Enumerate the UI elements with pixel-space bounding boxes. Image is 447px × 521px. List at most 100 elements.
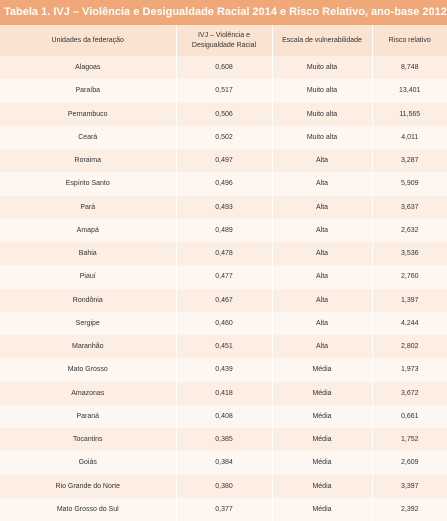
cell-vulnerability: Muito alta — [272, 125, 373, 149]
cell-relative-risk: 1,752 — [372, 428, 447, 452]
cell-ivj: 0,467 — [176, 288, 273, 312]
table-row: Mato Grosso do Sul 0,377 Média 2,392 — [0, 497, 447, 521]
cell-relative-risk: 2,802 — [372, 335, 447, 359]
cell-ivj: 0,506 — [176, 102, 273, 126]
cell-ivj: 0,460 — [176, 311, 273, 335]
cell-vulnerability: Média — [272, 428, 373, 452]
cell-ivj: 0,489 — [176, 218, 273, 242]
cell-ivj: 0,502 — [176, 125, 273, 149]
cell-relative-risk: 2,609 — [372, 451, 447, 475]
cell-state: Rio Grande do Norte — [0, 474, 177, 498]
table-row: Rio Grande do Norte 0,380 Média 3,397 — [0, 474, 447, 498]
cell-vulnerability: Média — [272, 497, 373, 521]
table-header: Unidades da federação IVJ – Violência e … — [0, 25, 447, 56]
header-state: Unidades da federação — [0, 25, 177, 56]
table-row: Amazonas 0,418 Média 3,672 — [0, 381, 447, 405]
cell-ivj: 0,439 — [176, 358, 273, 382]
cell-ivj: 0,384 — [176, 451, 273, 475]
cell-ivj: 0,408 — [176, 404, 273, 428]
cell-vulnerability: Alta — [272, 195, 373, 219]
cell-state: Ceará — [0, 125, 177, 149]
table-row: Maranhão 0,451 Alta 2,802 — [0, 335, 447, 359]
header-ivj: IVJ – Violência e Desigualdade Racial — [176, 25, 273, 56]
cell-vulnerability: Média — [272, 358, 373, 382]
cell-relative-risk: 5,909 — [372, 172, 447, 196]
cell-relative-risk: 13,401 — [372, 79, 447, 103]
cell-relative-risk: 3,637 — [372, 195, 447, 219]
cell-vulnerability: Alta — [272, 242, 373, 266]
table-row: Amapá 0,489 Alta 2,632 — [0, 218, 447, 242]
cell-relative-risk: 1,973 — [372, 358, 447, 382]
cell-state: Paraíba — [0, 79, 177, 103]
table-body: Alagoas 0,608 Muito alta 8,748 Paraíba 0,517 M… — [0, 56, 447, 521]
table-row: Paraná 0,408 Média 0,661 — [0, 404, 447, 428]
cell-vulnerability: Alta — [272, 288, 373, 312]
table-title: Tabela 1. IVJ – Violência e Desigualdade… — [0, 0, 447, 25]
cell-relative-risk: 11,565 — [372, 102, 447, 126]
cell-vulnerability: Muito alta — [272, 79, 373, 103]
cell-state: Pará — [0, 195, 177, 219]
cell-vulnerability: Média — [272, 404, 373, 428]
cell-state: Tocantins — [0, 428, 177, 452]
cell-relative-risk: 2,760 — [372, 265, 447, 289]
table-row: Rondônia 0,467 Alta 1,397 — [0, 288, 447, 312]
table-row: Mato Grosso 0,439 Média 1,973 — [0, 358, 447, 382]
table-row: Pernambuco 0,506 Muito alta 11,565 — [0, 102, 447, 126]
cell-state: Espírito Santo — [0, 172, 177, 196]
cell-state: Bahia — [0, 242, 177, 266]
cell-state: Amapá — [0, 218, 177, 242]
table-row: Bahia 0,478 Alta 3,536 — [0, 242, 447, 266]
cell-ivj: 0,451 — [176, 335, 273, 359]
cell-ivj: 0,418 — [176, 381, 273, 405]
table-row: Roraima 0,497 Alta 3,287 — [0, 149, 447, 173]
cell-ivj: 0,478 — [176, 242, 273, 266]
cell-ivj: 0,608 — [176, 56, 273, 80]
cell-vulnerability: Muito alta — [272, 56, 373, 80]
cell-relative-risk: 8,748 — [372, 56, 447, 80]
cell-vulnerability: Alta — [272, 335, 373, 359]
cell-relative-risk: 0,661 — [372, 404, 447, 428]
cell-vulnerability: Alta — [272, 172, 373, 196]
cell-relative-risk: 4,244 — [372, 311, 447, 335]
cell-state: Mato Grosso — [0, 358, 177, 382]
cell-relative-risk: 2,632 — [372, 218, 447, 242]
cell-vulnerability: Alta — [272, 265, 373, 289]
cell-relative-risk: 1,397 — [372, 288, 447, 312]
cell-state: Paraná — [0, 404, 177, 428]
cell-relative-risk: 3,536 — [372, 242, 447, 266]
cell-state: Rondônia — [0, 288, 177, 312]
cell-ivj: 0,517 — [176, 79, 273, 103]
cell-vulnerability: Muito alta — [272, 102, 373, 126]
cell-relative-risk: 2,392 — [372, 497, 447, 521]
cell-relative-risk: 3,397 — [372, 474, 447, 498]
table-row: Piauí 0,477 Alta 2,760 — [0, 265, 447, 289]
table-row: Espírito Santo 0,496 Alta 5,909 — [0, 172, 447, 196]
table-row: Paraíba 0,517 Muito alta 13,401 — [0, 79, 447, 103]
cell-state: Sergipe — [0, 311, 177, 335]
cell-state: Piauí — [0, 265, 177, 289]
table-row: Goiás 0,384 Média 2,609 — [0, 451, 447, 475]
cell-ivj: 0,477 — [176, 265, 273, 289]
cell-vulnerability: Média — [272, 381, 373, 405]
cell-vulnerability: Alta — [272, 311, 373, 335]
cell-relative-risk: 3,287 — [372, 149, 447, 173]
cell-vulnerability: Média — [272, 474, 373, 498]
cell-state: Amazonas — [0, 381, 177, 405]
cell-state: Goiás — [0, 451, 177, 475]
cell-vulnerability: Média — [272, 451, 373, 475]
table-row: Sergipe 0,460 Alta 4,244 — [0, 311, 447, 335]
table-row: Pará 0,493 Alta 3,637 — [0, 195, 447, 219]
header-row: Unidades da federação IVJ – Violência e … — [0, 25, 447, 56]
cell-state: Roraima — [0, 149, 177, 173]
cell-ivj: 0,380 — [176, 474, 273, 498]
table-row: Alagoas 0,608 Muito alta 8,748 — [0, 56, 447, 80]
cell-relative-risk: 4,011 — [372, 125, 447, 149]
data-table: Unidades da federação IVJ – Violência e … — [0, 25, 447, 521]
cell-state: Pernambuco — [0, 102, 177, 126]
cell-state: Mato Grosso do Sul — [0, 497, 177, 521]
cell-ivj: 0,377 — [176, 497, 273, 521]
cell-vulnerability: Alta — [272, 149, 373, 173]
cell-relative-risk: 3,672 — [372, 381, 447, 405]
header-vulnerability: Escala de vulnerabilidade — [272, 25, 373, 56]
table-row: Tocantins 0,385 Média 1,752 — [0, 428, 447, 452]
